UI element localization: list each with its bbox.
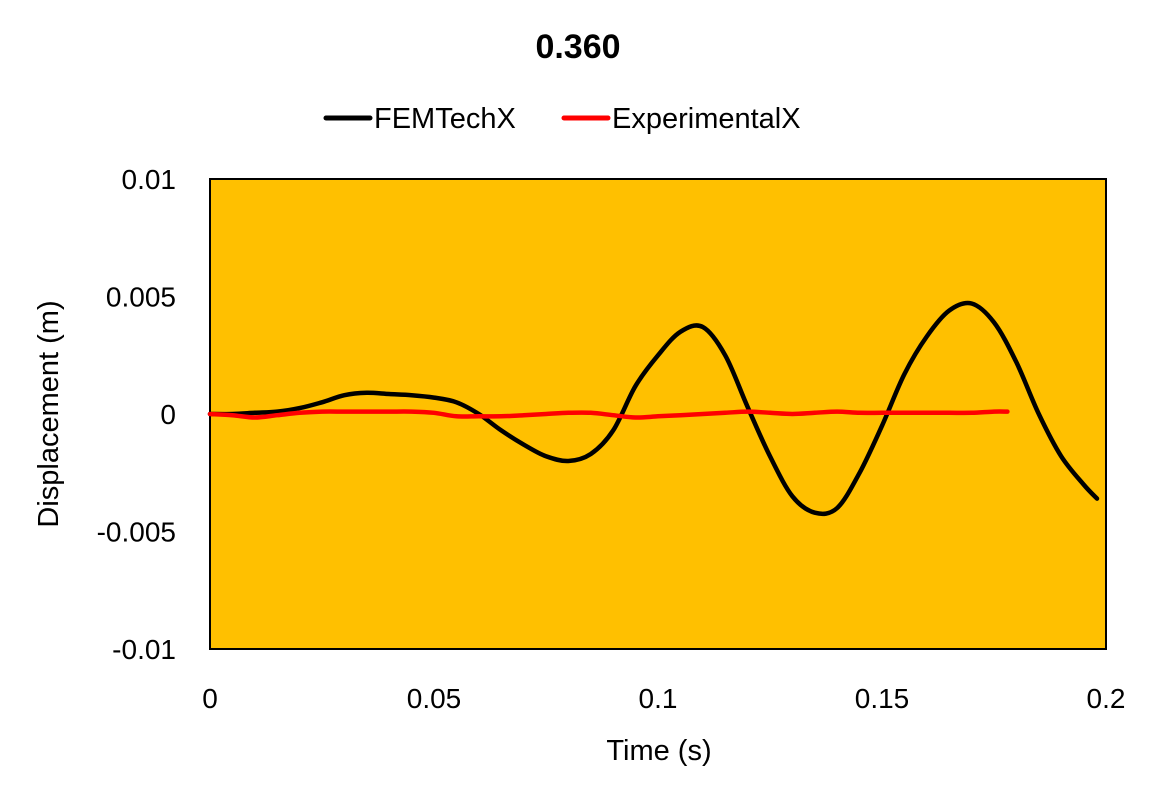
series-line-experimentalx xyxy=(207,409,1010,420)
x-tick-label: 0.2 xyxy=(1087,683,1126,714)
y-axis: 0.01 0.005 0 -0.005 -0.01 xyxy=(97,164,176,665)
legend-label-experimentalx: ExperimentalX xyxy=(612,103,801,135)
x-tick-label: 0.05 xyxy=(407,683,462,714)
y-axis-label: Displacement (m) xyxy=(33,300,65,527)
series-line-femtechx xyxy=(207,300,1100,517)
x-axis-label: Time (s) xyxy=(606,735,711,767)
y-tick-label: -0.005 xyxy=(97,517,176,548)
x-tick-label: 0 xyxy=(202,683,218,714)
x-tick-label: 0.15 xyxy=(855,683,910,714)
chart-title: 0.360 xyxy=(535,28,620,66)
y-tick-label: -0.01 xyxy=(112,634,176,665)
legend-label-femtechx: FEMTechX xyxy=(374,103,516,135)
legend: FEMTechX ExperimentalX xyxy=(323,103,801,135)
series-layer xyxy=(207,300,1100,517)
x-axis: 0 0.05 0.1 0.15 0.2 xyxy=(202,683,1125,714)
y-tick-label: 0.01 xyxy=(122,164,177,195)
x-tick-label: 0.1 xyxy=(639,683,678,714)
y-tick-label: 0.005 xyxy=(106,282,176,313)
y-tick-label: 0 xyxy=(160,399,176,430)
